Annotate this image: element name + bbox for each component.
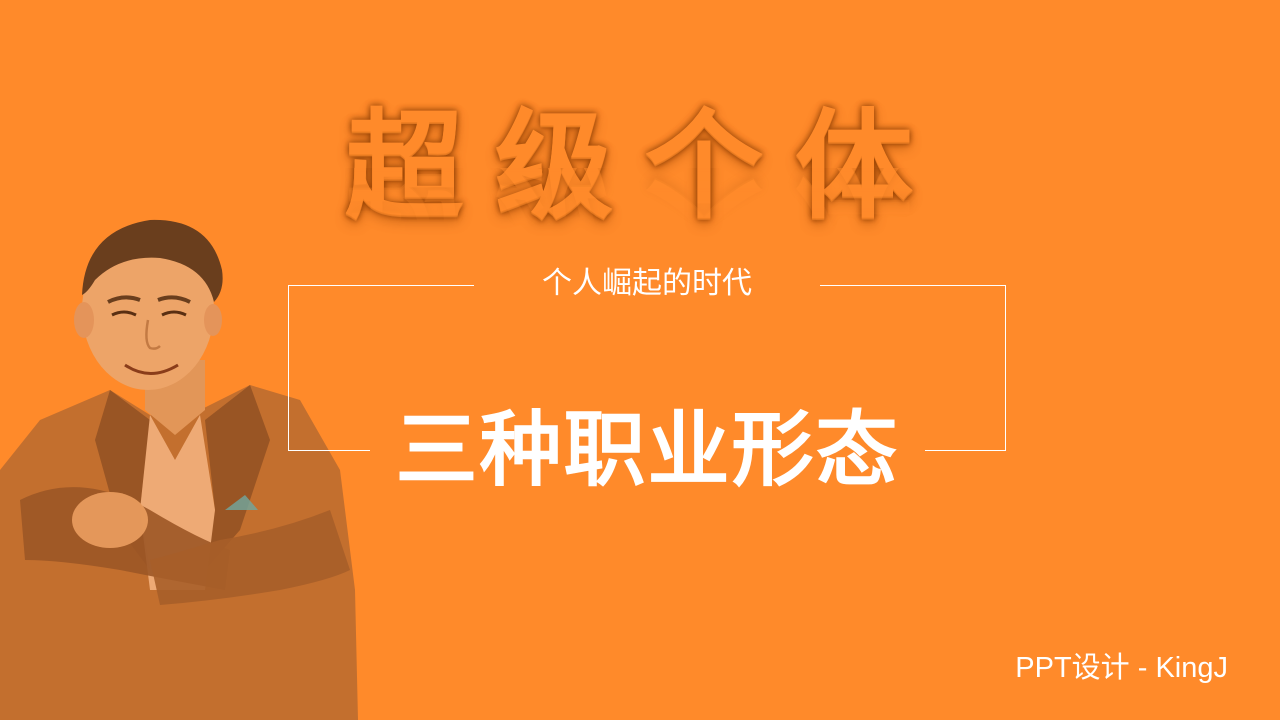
- nose: [145, 319, 161, 350]
- frame-bottom-left-line: [288, 450, 370, 451]
- designer-credit: PPT设计 - KingJ: [1015, 652, 1228, 684]
- frame-left-line: [288, 285, 289, 451]
- frame-bottom-right-line: [925, 450, 1006, 451]
- frame-right-line: [1005, 285, 1006, 451]
- eye-right: [161, 310, 187, 317]
- smile: [124, 363, 179, 375]
- eye-left: [111, 310, 137, 317]
- big-title-reflection: 超级个体: [345, 168, 945, 247]
- main-title: 三种职业形态: [395, 403, 900, 498]
- presenter-photo: [0, 219, 358, 720]
- ear-right: [204, 304, 222, 336]
- frame-top-right-line: [820, 285, 1006, 286]
- big-title: 超级个体: [345, 97, 946, 235]
- pocket-square: [225, 495, 258, 510]
- hair: [82, 219, 223, 302]
- subtitle: 个人崛起的时代: [542, 266, 752, 301]
- eyebrow-left: [107, 295, 141, 304]
- arm-right: [150, 510, 350, 605]
- eyebrow-right: [157, 295, 191, 304]
- face: [82, 230, 214, 390]
- suit-lapel-right: [205, 385, 270, 570]
- frame-top-left-line: [288, 285, 474, 286]
- ear-left: [74, 302, 94, 338]
- hand: [72, 492, 148, 548]
